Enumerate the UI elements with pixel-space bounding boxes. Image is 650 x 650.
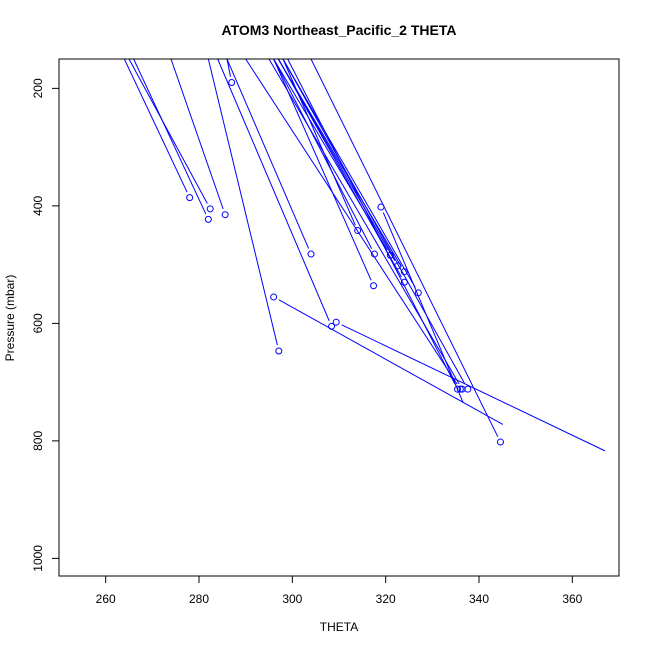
series-line — [170, 59, 224, 210]
data-point — [221, 211, 229, 219]
x-tick-label: 360 — [562, 592, 582, 606]
series-line — [287, 59, 456, 385]
series-9 — [217, 59, 336, 330]
x-tick-label: 260 — [96, 592, 116, 606]
series-15 — [273, 59, 378, 290]
y-tick-label: 800 — [31, 431, 45, 451]
series-16 — [377, 203, 464, 403]
y-axis-label: Pressure (mbar) — [3, 275, 17, 362]
data-point — [370, 282, 378, 290]
series-line — [273, 59, 372, 281]
series-line — [273, 59, 373, 249]
y-tick-label: 400 — [31, 196, 45, 216]
data-point — [370, 250, 378, 258]
series-1 — [226, 59, 236, 86]
data-point — [464, 385, 472, 393]
series-line — [282, 59, 466, 385]
x-axis-label: THETA — [320, 620, 358, 634]
data-point — [204, 215, 212, 223]
series-line — [207, 59, 278, 346]
series-line — [245, 59, 458, 385]
y-axis: 200 400 600 800 1000 — [31, 78, 59, 572]
series-21 — [282, 59, 422, 297]
series-line — [123, 59, 188, 193]
data-point — [496, 438, 504, 446]
y-tick-label: 600 — [31, 313, 45, 333]
chart-title: ATOM3 Northeast_Pacific_2 THETA — [222, 22, 457, 38]
series-line — [226, 59, 231, 77]
data-point — [414, 289, 422, 297]
data-point — [275, 347, 283, 355]
data-point — [354, 227, 362, 235]
series-line — [310, 59, 499, 437]
data-point — [307, 250, 315, 258]
y-tick-label: 200 — [31, 78, 45, 98]
x-tick-label: 320 — [376, 592, 396, 606]
series-line — [278, 299, 504, 425]
series-3 — [128, 59, 214, 213]
data-point — [206, 205, 214, 213]
data-point — [186, 194, 194, 202]
data-point — [377, 203, 385, 211]
series-23 — [282, 59, 472, 393]
series-2 — [123, 59, 194, 202]
series-12 — [310, 59, 504, 446]
x-tick-label: 300 — [282, 592, 302, 606]
y-tick-label: 1000 — [31, 545, 45, 572]
plot-frame — [58, 58, 620, 577]
series-line — [226, 59, 310, 249]
series-layer — [123, 59, 606, 452]
data-point — [270, 293, 278, 301]
series-line — [133, 59, 207, 215]
series-5 — [170, 59, 229, 219]
series-8 — [270, 293, 504, 425]
series-line — [282, 59, 416, 288]
series-14 — [273, 59, 378, 258]
series-line — [128, 59, 208, 204]
data-point — [328, 322, 336, 330]
series-6 — [207, 59, 283, 355]
series-line — [217, 59, 330, 321]
x-tick-label: 340 — [469, 592, 489, 606]
data-point — [228, 79, 236, 86]
series-line — [277, 59, 402, 267]
data-point — [332, 318, 340, 326]
series-line — [382, 212, 464, 403]
series-24 — [287, 59, 462, 393]
series-7 — [226, 59, 315, 258]
series-4 — [133, 59, 212, 223]
x-tick-label: 280 — [189, 592, 209, 606]
x-axis: 260 280 300 320 340 360 — [96, 576, 583, 606]
data-point — [454, 385, 462, 393]
